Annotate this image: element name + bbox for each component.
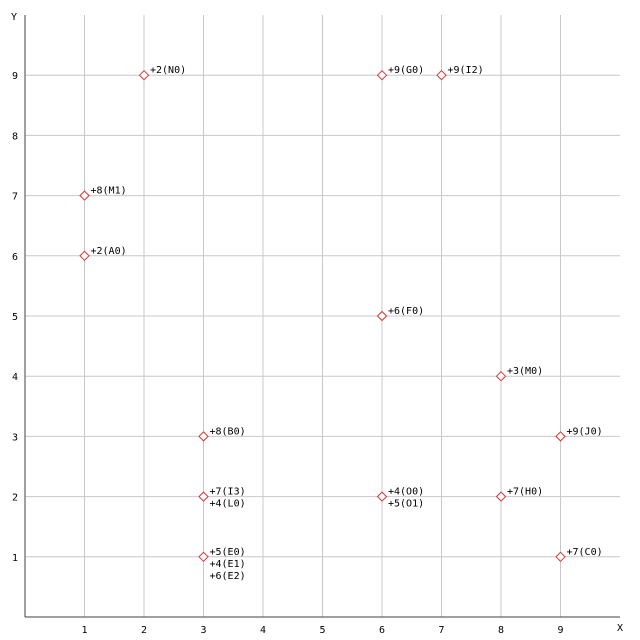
point-label: +7(C0) — [567, 547, 603, 558]
point — [555, 431, 566, 442]
point-label: +2(N0) — [150, 65, 186, 76]
point-label: +5(E0) — [210, 547, 246, 558]
x-tick-label: 1 — [81, 625, 87, 636]
point — [376, 491, 388, 502]
point-label: +4(O0) — [388, 487, 424, 498]
y-axis-title: Y — [11, 12, 17, 23]
point-label: +9(G0) — [388, 65, 424, 76]
y-tick-label: 7 — [12, 192, 18, 203]
point-label: +6(E2) — [210, 571, 246, 582]
point — [555, 551, 566, 563]
point — [138, 69, 150, 81]
y-tick-label: 2 — [12, 493, 18, 504]
point-label: +6(F0) — [388, 306, 424, 317]
point-label: +8(M1) — [91, 186, 127, 197]
y-tick-label: 5 — [12, 312, 18, 323]
point-label: +7(H0) — [507, 487, 543, 498]
point-label: +4(E1) — [210, 559, 246, 570]
y-tick-label: 1 — [12, 553, 18, 564]
point — [376, 69, 388, 81]
point — [495, 491, 507, 502]
point — [198, 431, 209, 442]
point — [79, 250, 90, 262]
point-label: +9(I2) — [448, 65, 484, 76]
x-tick-label: 6 — [379, 625, 385, 636]
y-tick-label: 3 — [12, 432, 18, 443]
y-tick-label: 4 — [12, 372, 18, 383]
point — [198, 491, 209, 502]
point — [495, 370, 507, 382]
x-tick-label: 5 — [319, 625, 325, 636]
x-axis-title: X — [617, 623, 623, 634]
point-label: +2(A0) — [91, 246, 127, 257]
point — [198, 551, 209, 563]
point-label: +7(I3) — [210, 487, 246, 498]
x-tick-label: 9 — [557, 625, 563, 636]
y-tick-label: 9 — [12, 71, 18, 82]
point-label: +4(L0) — [210, 499, 246, 510]
x-tick-label: 4 — [260, 625, 266, 636]
point — [79, 190, 90, 201]
x-tick-label: 7 — [438, 625, 444, 636]
point-label: +8(B0) — [210, 426, 246, 437]
x-tick-label: 8 — [498, 625, 504, 636]
y-tick-label: 8 — [12, 131, 18, 142]
x-tick-label: 3 — [200, 625, 206, 636]
point-label: +5(O1) — [388, 499, 424, 510]
point-label: +3(M0) — [507, 366, 543, 377]
point-label: +9(J0) — [567, 426, 603, 437]
point — [436, 69, 447, 81]
y-tick-label: 6 — [12, 252, 18, 263]
point — [376, 310, 388, 322]
x-tick-label: 2 — [141, 625, 147, 636]
